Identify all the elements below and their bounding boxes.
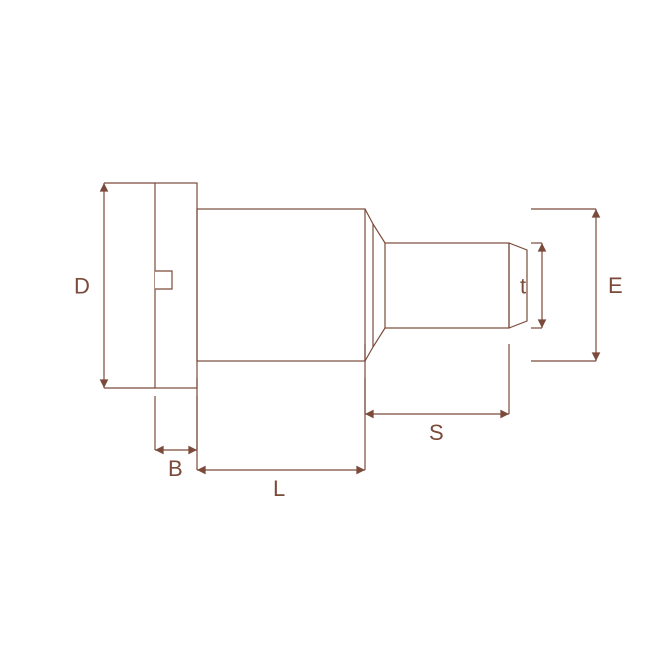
- shoulder-screw-diagram: D Et B L S: [0, 0, 671, 670]
- dim-label-t: t: [520, 274, 526, 299]
- neck-taper: [365, 209, 385, 361]
- dim-label-B: B: [168, 456, 183, 481]
- dim-label-S: S: [429, 420, 444, 445]
- dim-label-L: L: [273, 476, 285, 501]
- shoulder: [197, 209, 365, 361]
- dim-label-E: E: [608, 273, 623, 298]
- thread: [385, 243, 509, 328]
- dim-label-D: D: [74, 274, 90, 299]
